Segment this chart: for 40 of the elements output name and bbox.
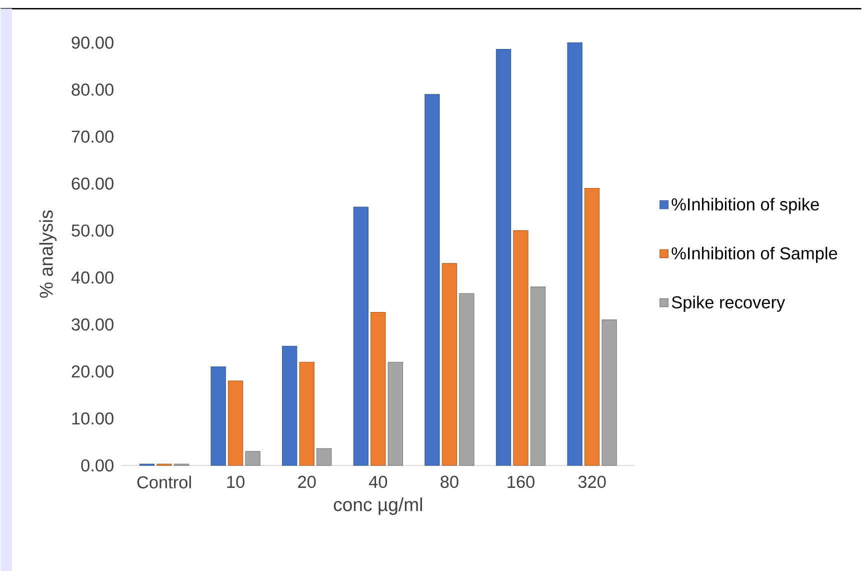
bar [584, 188, 600, 466]
bar [496, 48, 512, 466]
bar [210, 366, 226, 466]
x-tick-label: 40 [368, 476, 388, 488]
bar [442, 263, 458, 466]
y-tick-label: 30.00 [72, 318, 114, 331]
bar [567, 42, 582, 466]
legend-label: %Inhibition of spike [672, 198, 819, 214]
x-tick-label: 20 [298, 476, 316, 488]
x-axis-title: conc µg/ml [334, 497, 422, 515]
bar [530, 286, 546, 466]
y-axis-title: % analysis [39, 210, 57, 298]
x-tick-label: Control [137, 476, 191, 488]
x-tick-label: 160 [508, 476, 534, 488]
y-tick-label: 90.00 [72, 36, 114, 49]
y-tick-label: 50.00 [72, 224, 114, 237]
bar [513, 230, 528, 466]
bar [388, 362, 403, 466]
y-tick-label: 0.00 [81, 459, 114, 472]
y-tick-label: 10.00 [72, 412, 114, 424]
y-tick-label: 80.00 [72, 83, 114, 96]
bar [370, 312, 386, 466]
y-tick-label: 60.00 [72, 177, 114, 190]
bar [245, 451, 260, 466]
bar [282, 346, 298, 466]
x-tick-label: 10 [227, 476, 244, 488]
x-tick-label: 80 [440, 476, 458, 488]
bar [228, 380, 244, 466]
y-tick-label: 70.00 [72, 130, 114, 143]
x-tick-label: 320 [578, 476, 606, 488]
bar [424, 94, 440, 466]
legend-label: Spike recovery [672, 296, 786, 312]
bar [602, 319, 617, 466]
y-tick-label: 40.00 [71, 271, 114, 284]
bar [299, 362, 314, 466]
bar [459, 293, 474, 466]
legend-label: %Inhibition of Sample [672, 246, 838, 263]
bar [316, 448, 332, 466]
bar [353, 206, 368, 466]
y-tick-label: 20.00 [72, 365, 114, 378]
